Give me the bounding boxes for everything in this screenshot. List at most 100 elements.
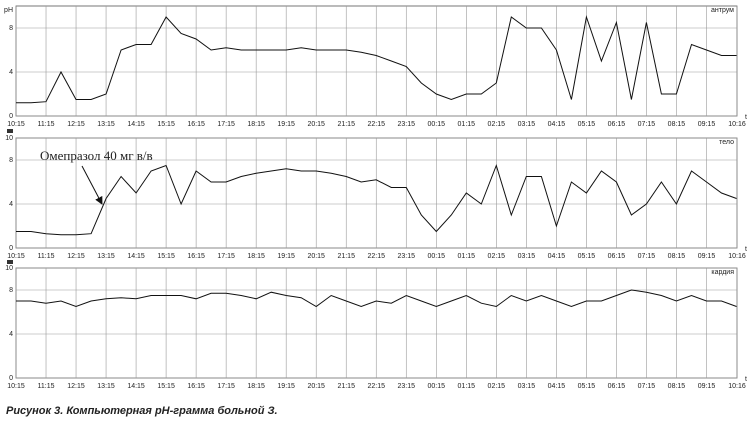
x-tick-label: 23:15	[397, 253, 415, 260]
x-tick-label: 15:15	[157, 121, 175, 128]
x-tick-label: 07:15	[638, 383, 656, 390]
x-tick-label: 14:15	[127, 121, 145, 128]
x-tick-label: 06:15	[608, 121, 626, 128]
x-tick-label: 02:15	[488, 253, 506, 260]
x-tick-label: 01:15	[458, 253, 476, 260]
y-tick-label: 8	[9, 287, 13, 294]
x-tick-label: 12:15	[67, 383, 85, 390]
x-axis-label: t	[745, 246, 747, 253]
x-tick-label: 22:15	[367, 121, 385, 128]
x-tick-label: 17:15	[217, 253, 235, 260]
x-tick-label: 10:15	[7, 253, 25, 260]
y-tick-label: 0	[9, 375, 13, 382]
x-tick-label: 03:15	[518, 253, 536, 260]
x-tick-label: 16:15	[187, 253, 205, 260]
x-tick-label: 08:15	[668, 383, 686, 390]
x-tick-label: 10:15	[7, 121, 25, 128]
x-tick-label: 23:15	[397, 383, 415, 390]
x-tick-label: 16:15	[187, 121, 205, 128]
x-tick-label: 04:15	[548, 253, 566, 260]
y-tick-label: 0	[9, 245, 13, 252]
y-tick-label: 4	[9, 331, 13, 338]
x-tick-label: 00:15	[428, 121, 446, 128]
panel-marker	[7, 129, 13, 133]
ph-trace	[16, 289, 737, 308]
y-tick-label: 8	[9, 157, 13, 164]
x-tick-label: 16:15	[187, 383, 205, 390]
annotation: Омепразол 40 мг в/в	[40, 148, 153, 163]
y-tick-label: 10	[5, 265, 13, 272]
ph-trace	[16, 15, 737, 104]
x-tick-label: 10:16	[728, 383, 746, 390]
x-tick-label: 13:15	[97, 383, 115, 390]
x-tick-label: 13:15	[97, 253, 115, 260]
x-tick-label: 22:15	[367, 253, 385, 260]
x-tick-label: 18:15	[247, 253, 265, 260]
panel-label: кардия	[711, 269, 734, 276]
annotation-arrow	[81, 165, 103, 205]
x-tick-label: 17:15	[217, 121, 235, 128]
x-tick-label: 12:15	[67, 121, 85, 128]
x-tick-label: 06:15	[608, 383, 626, 390]
x-tick-label: 19:15	[277, 253, 295, 260]
x-tick-label: 15:15	[157, 253, 175, 260]
x-tick-label: 20:15	[307, 121, 325, 128]
x-tick-label: 09:15	[698, 121, 716, 128]
y-tick-label: 4	[9, 201, 13, 208]
x-tick-label: 12:15	[67, 253, 85, 260]
x-tick-label: 00:15	[428, 253, 446, 260]
x-tick-label: 05:15	[578, 383, 596, 390]
y-tick-label: 4	[9, 69, 13, 76]
x-tick-label: 23:15	[397, 121, 415, 128]
x-tick-label: 07:15	[638, 121, 656, 128]
caption: Рисунок 3. Компьютерная pH-грамма больно…	[6, 405, 278, 417]
panel-marker	[7, 260, 13, 264]
x-tick-label: 18:15	[247, 383, 265, 390]
x-tick-label: 01:15	[458, 383, 476, 390]
y-tick-label: 0	[9, 113, 13, 120]
panel-label: антрум	[711, 7, 734, 14]
x-tick-label: 18:15	[247, 121, 265, 128]
x-tick-label: 21:15	[337, 253, 355, 260]
x-tick-label: 11:15	[38, 383, 55, 390]
x-tick-label: 14:15	[127, 253, 145, 260]
x-tick-label: 05:15	[578, 253, 596, 260]
panel-label: тело	[719, 139, 734, 146]
y-axis-label: pH	[4, 7, 13, 14]
x-tick-label: 19:15	[277, 383, 295, 390]
x-axis-label: t	[745, 376, 747, 383]
x-tick-label: 10:16	[728, 253, 746, 260]
x-tick-label: 04:15	[548, 383, 566, 390]
x-tick-label: 21:15	[337, 121, 355, 128]
x-tick-label: 20:15	[307, 253, 325, 260]
x-axis-label: t	[745, 114, 747, 121]
x-tick-label: 17:15	[217, 383, 235, 390]
x-tick-label: 00:15	[428, 383, 446, 390]
x-tick-label: 10:15	[7, 383, 25, 390]
x-tick-label: 09:15	[698, 253, 716, 260]
x-tick-label: 08:15	[668, 121, 686, 128]
x-tick-label: 02:15	[488, 383, 506, 390]
x-tick-label: 01:15	[458, 121, 476, 128]
x-tick-label: 06:15	[608, 253, 626, 260]
x-tick-label: 02:15	[488, 121, 506, 128]
x-tick-label: 11:15	[38, 121, 55, 128]
x-tick-label: 08:15	[668, 253, 686, 260]
x-tick-label: 21:15	[337, 383, 355, 390]
x-tick-label: 10:16	[728, 121, 746, 128]
x-tick-label: 05:15	[578, 121, 596, 128]
x-tick-label: 14:15	[127, 383, 145, 390]
x-tick-label: 07:15	[638, 253, 656, 260]
x-tick-label: 19:15	[277, 121, 295, 128]
y-tick-label: 10	[5, 135, 13, 142]
x-tick-label: 09:15	[698, 383, 716, 390]
ph-trace	[16, 163, 737, 236]
y-tick-label: 8	[9, 25, 13, 32]
x-tick-label: 04:15	[548, 121, 566, 128]
x-tick-label: 15:15	[157, 383, 175, 390]
x-tick-label: 03:15	[518, 121, 536, 128]
x-tick-label: 22:15	[367, 383, 385, 390]
x-tick-label: 03:15	[518, 383, 536, 390]
